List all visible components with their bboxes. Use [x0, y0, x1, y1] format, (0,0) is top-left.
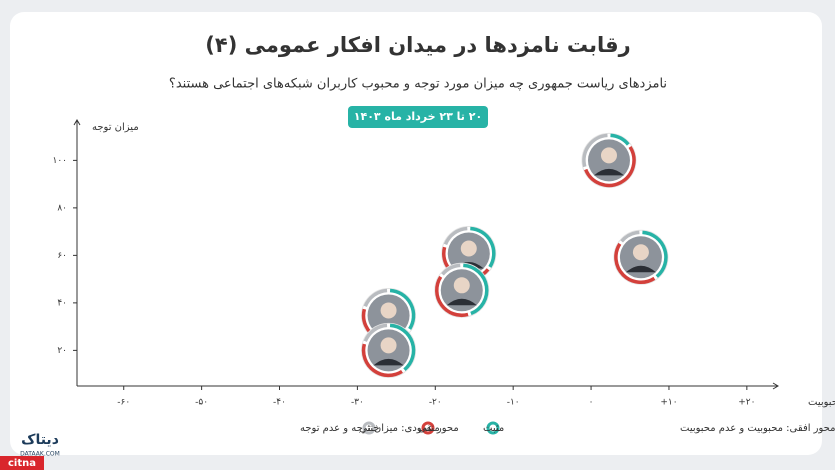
portrait-body	[625, 265, 656, 273]
y-tick-label: ۶۰	[57, 251, 67, 261]
chart-subtitle: نامزدهای ریاست جمهوری چه میزان مورد توجه…	[169, 77, 667, 92]
portrait-head	[600, 147, 617, 164]
y-tick-label: ۱۰۰	[52, 156, 67, 166]
x-tick-label: +۲۰	[738, 398, 755, 408]
sentiment-arc	[441, 263, 461, 276]
sentiment-arc	[463, 263, 489, 316]
brand-site: DATAAK.COM	[20, 451, 60, 458]
portrait-body	[593, 168, 624, 176]
portrait-body	[373, 358, 404, 366]
portrait-head	[380, 337, 397, 354]
chart-title: رقابت نامزدها در میدان افکار عمومی (۴)	[205, 33, 630, 57]
portrait-head	[453, 277, 470, 294]
sentiment-arc	[363, 323, 388, 342]
sentiment-arc	[614, 242, 656, 284]
date-badge	[348, 106, 488, 128]
x-note: محور افقی: محبوبیت و عدم محبوبیت	[680, 423, 835, 434]
y-arrow	[73, 119, 81, 126]
partner: citna	[8, 458, 36, 469]
sentiment-arc	[443, 226, 468, 246]
y-axis-label: میزان توجه	[92, 122, 139, 133]
y-tick-label: ۲۰	[57, 346, 67, 356]
sentiment-arc	[435, 275, 469, 317]
sentiment-arc	[361, 343, 403, 378]
x-tick-label: -۶۰	[117, 398, 130, 408]
portrait-head	[460, 240, 477, 257]
sentiment-arc	[642, 230, 668, 278]
card	[10, 12, 822, 455]
sentiment-arc	[610, 133, 630, 146]
sentiment-arc	[582, 133, 608, 168]
sentiment-arc	[584, 145, 636, 188]
x-tick-label: -۳۰	[351, 398, 364, 408]
y-tick-label: ۸۰	[57, 203, 67, 213]
sentiment-arc	[389, 288, 416, 330]
y-note: محور عمودی: میزان توجه و عدم توجه	[300, 423, 459, 434]
brand-name: دیتاک	[21, 432, 59, 448]
portrait-body	[446, 298, 477, 306]
x-arrow	[772, 382, 779, 390]
x-axis-label: محبوبیت	[808, 397, 835, 408]
x-tick-label: -۵۰	[195, 398, 208, 408]
sentiment-arc	[620, 230, 640, 243]
x-tick-label: -۴۰	[273, 398, 286, 408]
date: ۲۰ تا ۲۳ خرداد ماه ۱۴۰۳	[354, 110, 482, 123]
x-tick-label: ۰	[589, 398, 594, 408]
sentiment-arc	[470, 226, 496, 268]
x-tick-label: -۲۰	[429, 398, 442, 408]
portrait-head	[632, 244, 649, 261]
sentiment-arc	[389, 323, 416, 372]
legend-dot	[362, 421, 376, 435]
partner-badge	[0, 456, 44, 470]
x-tick-label: +۱۰	[660, 398, 677, 408]
legend-dot	[486, 421, 500, 435]
x-tick-label: -۱۰	[507, 398, 520, 408]
legend-dot	[421, 421, 435, 435]
sentiment-arc	[363, 288, 388, 308]
legend-label: خنثی	[359, 423, 380, 434]
legend-label: مثبت	[483, 423, 504, 434]
y-tick-label: ۴۰	[57, 298, 67, 308]
legend-label: منفی	[418, 423, 440, 434]
portrait-head	[380, 302, 397, 319]
